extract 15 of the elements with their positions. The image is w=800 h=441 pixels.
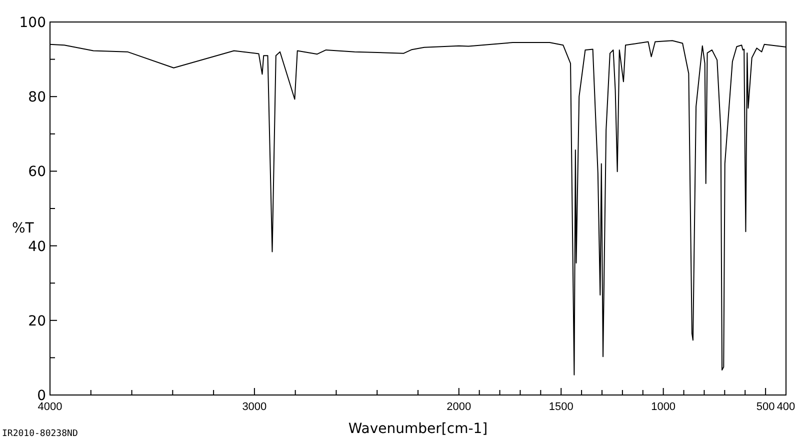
y-tick-label: 100 [19,15,46,31]
x-axis-title: Wavenumber[cm-1] [348,421,488,437]
y-axis-title: %T [12,220,34,236]
y-tick-label: 40 [28,238,46,255]
x-tick-label: 1000 [651,401,676,413]
text: IR2010-80238ND [2,429,78,439]
x-tick-label: 3000 [242,401,267,413]
x-tick-label: 500 [756,401,775,413]
x-tick-label: 400 [776,401,796,413]
x-tick-label: 2000 [446,401,472,413]
x-tick-label: 1500 [548,401,574,413]
y-tick-label: 80 [28,90,46,106]
y-tick-label: 60 [28,164,46,180]
y-tick-label: 20 [28,313,46,330]
x-tick-label: 4000 [38,401,62,413]
